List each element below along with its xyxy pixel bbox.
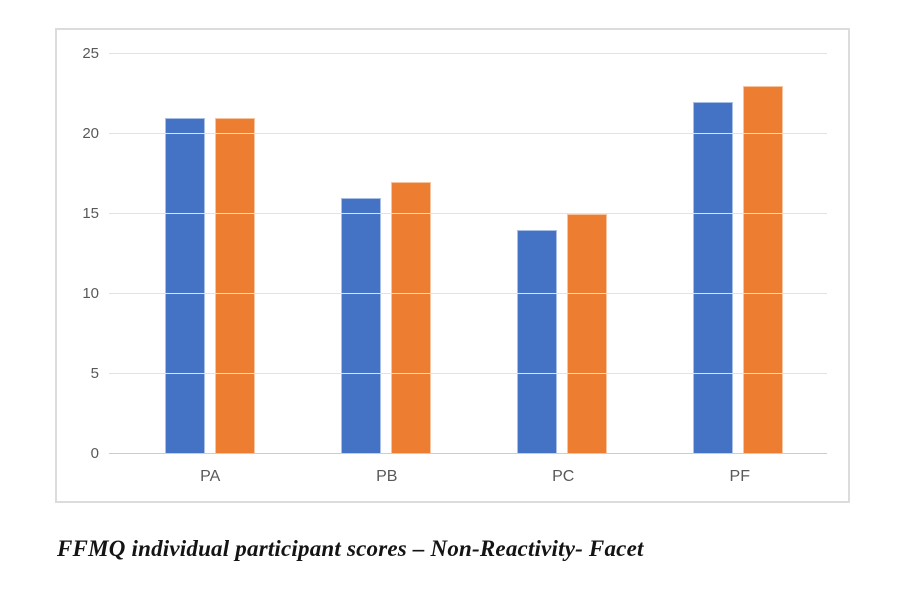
figure-caption: FFMQ individual participant scores – Non… bbox=[57, 536, 644, 561]
bar-series-1-pa bbox=[165, 118, 205, 454]
bars-row bbox=[122, 54, 826, 454]
gridline bbox=[109, 133, 827, 134]
gridline bbox=[109, 213, 827, 214]
bar-series-1-pf bbox=[693, 102, 733, 454]
y-tick-label: 20 bbox=[82, 125, 99, 142]
bar-series-2-pc bbox=[567, 214, 607, 454]
bar-group-pc bbox=[474, 54, 650, 454]
bar-series-2-pb bbox=[391, 182, 431, 454]
chart-frame: 0 5 10 15 20 25 PA PB PC PF bbox=[55, 28, 850, 503]
bar-group-pb bbox=[298, 54, 474, 454]
gridline bbox=[109, 53, 827, 54]
bar-series-2-pa bbox=[215, 118, 255, 454]
gridline bbox=[109, 373, 827, 374]
y-tick-label: 0 bbox=[90, 445, 99, 462]
x-tick-label-pa: PA bbox=[200, 468, 221, 485]
gridline bbox=[109, 293, 827, 294]
x-tick-label-pc: PC bbox=[552, 468, 575, 485]
bar-series-1-pb bbox=[341, 198, 381, 454]
y-tick-label: 5 bbox=[90, 365, 99, 382]
y-tick-label: 15 bbox=[82, 205, 99, 222]
x-axis-tick-labels: PA PB PC PF bbox=[122, 468, 828, 486]
x-tick-label-pf: PF bbox=[729, 468, 750, 485]
bar-group-pf bbox=[650, 54, 826, 454]
plot-area bbox=[109, 53, 827, 454]
bar-series-2-pf bbox=[743, 86, 783, 454]
bar-series-1-pc bbox=[517, 230, 557, 454]
x-axis-line bbox=[109, 453, 827, 454]
x-tick-label-pb: PB bbox=[376, 468, 398, 485]
y-tick-label: 25 bbox=[82, 45, 99, 62]
y-tick-label: 10 bbox=[82, 285, 99, 302]
bar-group-pa bbox=[122, 54, 298, 454]
